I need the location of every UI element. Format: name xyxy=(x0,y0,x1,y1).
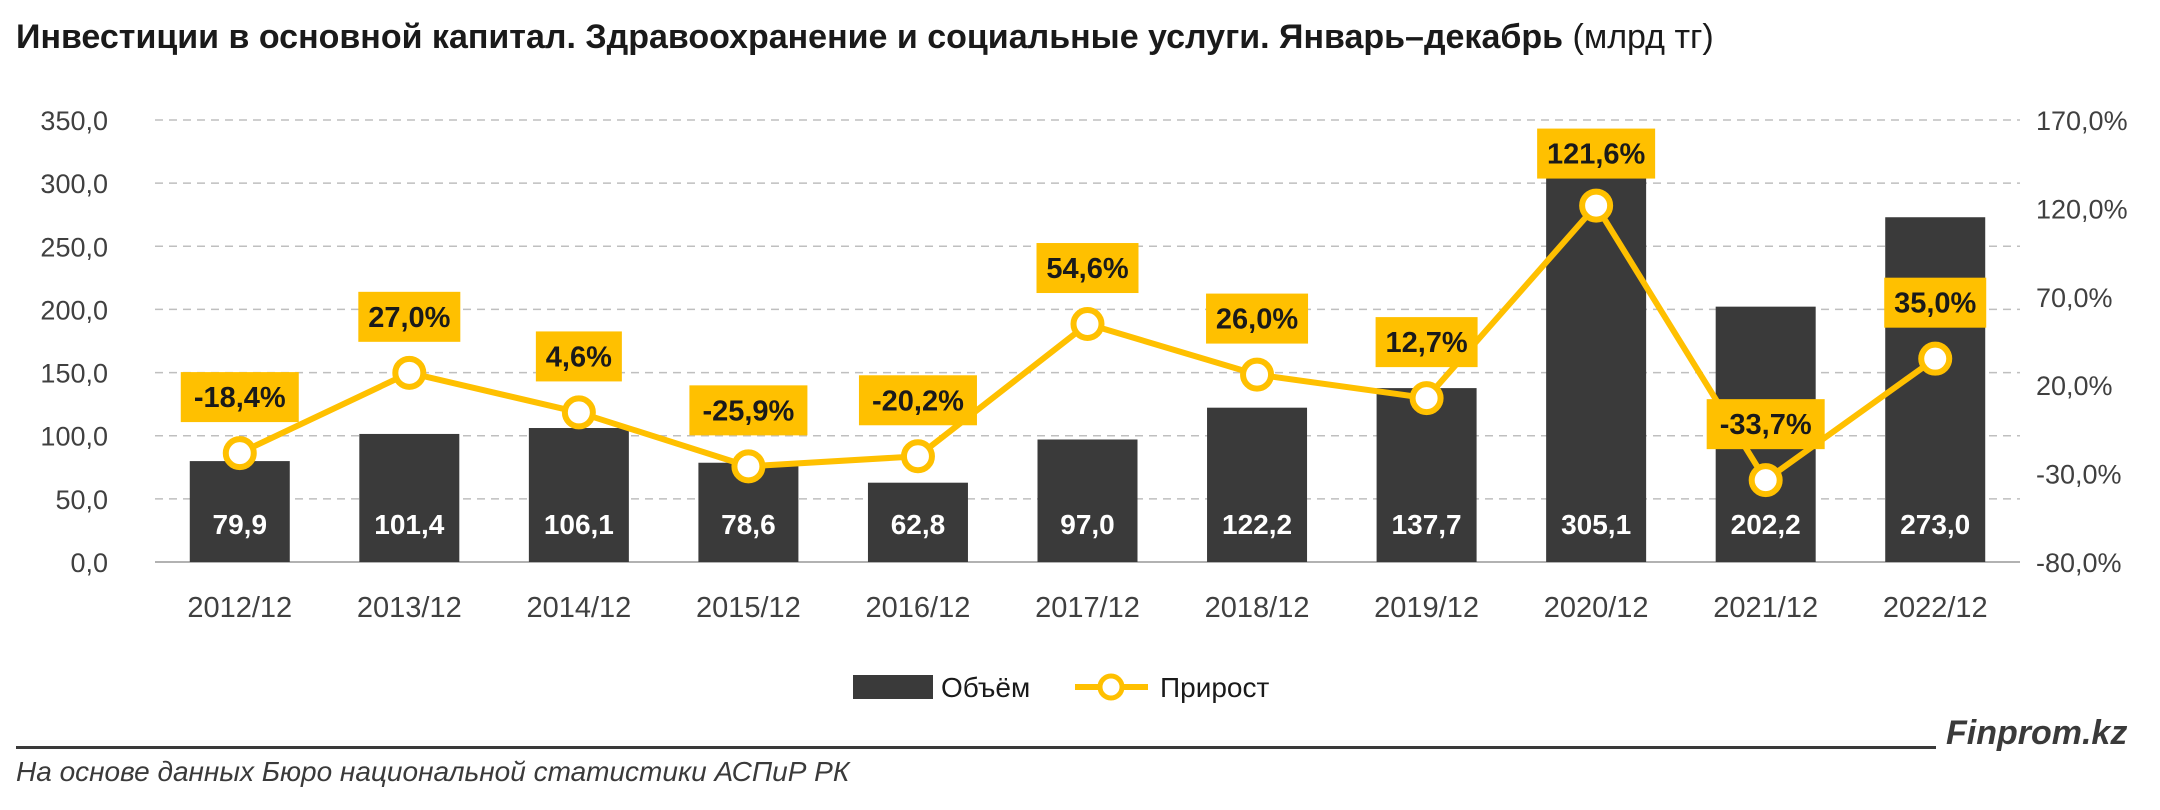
chart-title: Инвестиции в основной капитал. Здравоохр… xyxy=(16,18,1714,57)
growth-label-box xyxy=(535,331,622,382)
bar xyxy=(867,482,968,562)
x-axis-tick-label: 2017/12 xyxy=(1035,592,1140,624)
growth-value-label: -18,4% xyxy=(194,382,286,414)
bar xyxy=(1376,388,1477,562)
bar xyxy=(1207,407,1308,562)
left-axis-tick-label: 0,0 xyxy=(70,548,108,578)
x-axis-tick-label: 2016/12 xyxy=(866,592,971,624)
legend-bar-label: Объём xyxy=(941,672,1030,703)
brand-logo-text: Finprom.kz xyxy=(1946,714,2128,752)
growth-label-box xyxy=(1206,293,1309,344)
right-axis-tick-label: 120,0% xyxy=(2036,194,2128,224)
growth-value-label: -33,7% xyxy=(1720,409,1812,441)
x-axis-tick-label: 2015/12 xyxy=(696,592,801,624)
growth-value-label: 121,6% xyxy=(1547,139,1646,171)
growth-label-box xyxy=(180,372,299,423)
growth-point xyxy=(1070,307,1105,342)
growth-point xyxy=(1240,357,1275,392)
x-axis-tick-label: 2018/12 xyxy=(1205,592,1310,624)
right-axis-tick-label: 20,0% xyxy=(2036,371,2113,401)
bar-value-label: 202,2 xyxy=(1731,509,1801,540)
chart-title-main: Инвестиции в основной капитал. Здравоохр… xyxy=(16,18,1564,56)
growth-label-box xyxy=(1537,128,1656,179)
bar-value-label: 97,0 xyxy=(1060,509,1115,540)
bar xyxy=(359,433,460,562)
bar-value-label: 137,7 xyxy=(1392,509,1462,540)
source-note: На основе данных Бюро национальной стати… xyxy=(16,756,850,787)
left-axis-tick-label: 50,0 xyxy=(55,485,108,515)
chart-title-unit: (млрд тг) xyxy=(1572,18,1714,56)
left-axis-tick-label: 100,0 xyxy=(40,422,108,452)
bar-value-label: 101,4 xyxy=(374,509,444,540)
left-axis-tick-label: 200,0 xyxy=(40,295,108,325)
growth-value-label: -20,2% xyxy=(872,385,964,417)
left-axis-tick-label: 150,0 xyxy=(40,359,108,389)
growth-label-box xyxy=(358,291,461,342)
bar xyxy=(1546,176,1647,563)
growth-point xyxy=(392,355,427,390)
growth-value-label: 54,6% xyxy=(1046,253,1128,285)
x-axis-tick-label: 2022/12 xyxy=(1883,592,1988,624)
right-axis-tick-label: -80,0% xyxy=(2036,548,2122,578)
bar xyxy=(1885,217,1986,563)
bar-value-label: 106,1 xyxy=(544,509,614,540)
growth-point xyxy=(1748,463,1783,498)
growth-point xyxy=(1579,188,1614,223)
right-axis-tick-label: -30,0% xyxy=(2036,460,2122,490)
x-axis-tick-label: 2021/12 xyxy=(1713,592,1818,624)
growth-value-label: 12,7% xyxy=(1385,327,1467,359)
x-axis-tick-label: 2020/12 xyxy=(1544,592,1649,624)
bar-value-label: 122,2 xyxy=(1222,509,1292,540)
growth-value-label: -25,9% xyxy=(702,395,794,427)
left-axis-tick-label: 300,0 xyxy=(40,169,108,199)
bar-value-label: 62,8 xyxy=(891,509,946,540)
growth-value-label: 35,0% xyxy=(1894,288,1976,320)
x-axis-tick-label: 2014/12 xyxy=(526,592,631,624)
footer-divider xyxy=(16,746,1936,749)
growth-point xyxy=(222,436,257,471)
growth-label-box xyxy=(1036,243,1139,294)
bar-value-label: 273,0 xyxy=(1900,509,1970,540)
growth-label-box xyxy=(689,385,808,436)
legend-line-label: Прирост xyxy=(1160,672,1269,703)
growth-value-label: 27,0% xyxy=(368,302,450,334)
bar xyxy=(528,428,629,562)
growth-label-box xyxy=(1884,277,1987,328)
growth-label-box xyxy=(858,375,977,426)
growth-point xyxy=(900,439,935,474)
growth-label-box xyxy=(1375,317,1478,368)
bar xyxy=(189,461,290,562)
legend-bar-swatch xyxy=(853,675,933,699)
left-axis-tick-label: 350,0 xyxy=(40,106,108,136)
left-axis-tick-label: 250,0 xyxy=(40,232,108,262)
x-axis-tick-label: 2019/12 xyxy=(1374,592,1479,624)
x-axis-tick-label: 2013/12 xyxy=(357,592,462,624)
right-axis-tick-label: 170,0% xyxy=(2036,106,2128,136)
growth-value-label: 26,0% xyxy=(1216,304,1298,336)
bar-value-label: 79,9 xyxy=(213,509,268,540)
growth-point xyxy=(1918,341,1953,376)
legend-line-marker xyxy=(1097,673,1125,701)
right-axis-tick-label: 70,0% xyxy=(2036,283,2113,313)
growth-point xyxy=(1409,381,1444,416)
growth-point xyxy=(731,449,766,484)
chart-area: 0,0 50,0 100,0 150,0 200,0 250,0 300,0 350,0 -80… xyxy=(40,106,2128,703)
growth-label-box xyxy=(1706,399,1825,450)
bar xyxy=(1037,439,1138,562)
x-axis-tick-label: 2012/12 xyxy=(187,592,292,624)
bar-value-label: 78,6 xyxy=(721,509,776,540)
bar-value-label: 305,1 xyxy=(1561,509,1631,540)
growth-point xyxy=(561,395,596,430)
growth-value-label: 4,6% xyxy=(546,341,612,373)
